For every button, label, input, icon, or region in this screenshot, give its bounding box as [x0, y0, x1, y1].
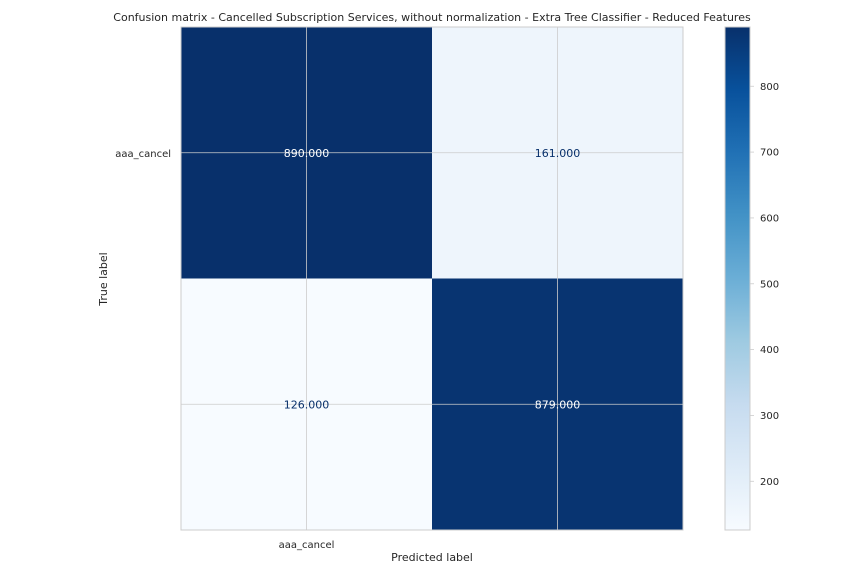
cell-value-label: 879.000 [535, 398, 581, 411]
colorbar-tick-labels: 200 300 400 500 600 700 800 [750, 82, 779, 488]
x-tick-label: aaa_cancel [279, 540, 335, 551]
colorbar-tick-label: 800 [760, 82, 779, 93]
x-axis-label: Predicted label [391, 551, 473, 564]
colorbar-tick-label: 700 [760, 148, 779, 159]
y-tick-label: aaa_cancel [115, 149, 171, 160]
colorbar-tick-label: 400 [760, 345, 779, 356]
colorbar [724, 26, 751, 531]
grid-lines [181, 27, 683, 530]
cell-value-label: 890.000 [284, 147, 330, 160]
plot-frame [180, 26, 684, 531]
x-tick-labels: aaa_cancel [279, 540, 335, 551]
cell-value-labels: 890.000 161.000 126.000 879.000 [284, 147, 581, 412]
colorbar-tick-label: 200 [760, 477, 779, 488]
cell-value-label: 126.000 [284, 398, 330, 411]
y-axis-label: True label [97, 252, 110, 306]
colorbar-tick-label: 600 [760, 213, 779, 224]
chart-title: Confusion matrix - Cancelled Subscriptio… [113, 11, 751, 24]
cell-value-label: 161.000 [535, 147, 581, 160]
colorbar-tick-label: 500 [760, 279, 779, 290]
heatmap-cells [181, 27, 683, 530]
colorbar-tick-label: 300 [760, 411, 779, 422]
y-tick-labels: aaa_cancel [115, 149, 171, 160]
